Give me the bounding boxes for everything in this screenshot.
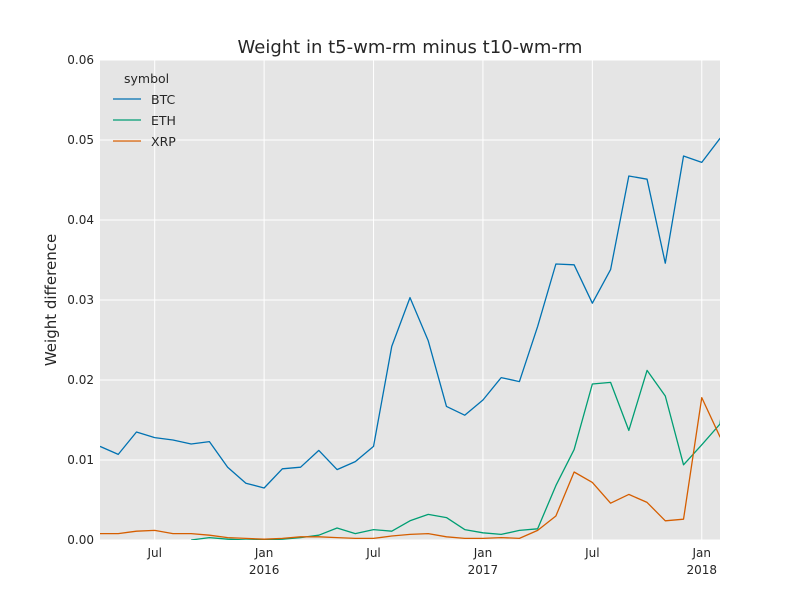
y-tick-label: 0.02 [67, 373, 94, 387]
x-tick-label: Jul [365, 546, 380, 560]
legend-label-xrp: XRP [151, 134, 176, 149]
series-line-xrp [100, 396, 720, 540]
y-tick-label: 0.06 [67, 53, 94, 67]
series-line-eth [191, 369, 720, 540]
grid-lines [100, 59, 720, 541]
chart-title: Weight in t5-wm-rm minus t10-wm-rm [238, 37, 583, 58]
x-tick-year-label: 2018 [686, 563, 717, 577]
legend-label-eth: ETH [151, 113, 176, 128]
x-tick-label: Jul [146, 546, 161, 560]
y-tick-label: 0.04 [67, 213, 94, 227]
y-tick-label: 0.05 [67, 133, 94, 147]
x-axis-ticks: Jul Jan 2016 Jul Jan 2017 Jul Jan 2018 [146, 546, 717, 577]
legend-title: symbol [124, 71, 169, 86]
x-tick-year-label: 2017 [468, 563, 499, 577]
x-tick-year-label: 2016 [249, 563, 280, 577]
x-tick-label: Jan [692, 546, 712, 560]
x-tick-label: Jan [254, 546, 274, 560]
y-axis-ticks: 0.00 0.01 0.02 0.03 0.04 0.05 0.06 [67, 53, 94, 547]
y-tick-label: 0.01 [67, 453, 94, 467]
series-line-btc [100, 137, 720, 489]
y-axis-label: Weight difference [42, 234, 60, 366]
x-tick-label: Jul [584, 546, 599, 560]
y-tick-label: 0.00 [67, 533, 94, 547]
x-tick-label: Jan [473, 546, 493, 560]
series-lines [100, 137, 720, 540]
legend: symbol BTC ETH XRP [113, 71, 176, 149]
legend-items: BTC ETH XRP [113, 92, 176, 149]
y-tick-label: 0.03 [67, 293, 94, 307]
legend-label-btc: BTC [151, 92, 175, 107]
